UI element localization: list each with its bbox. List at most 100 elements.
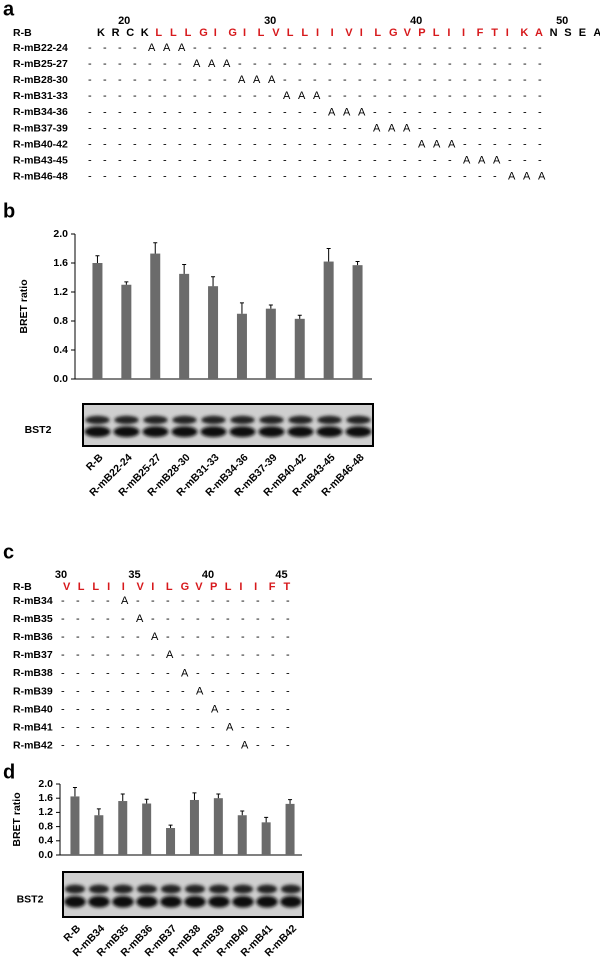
- error-bar: [240, 810, 245, 816]
- row-label: R-mB34-36: [13, 106, 68, 118]
- blot-band: [84, 426, 111, 438]
- mutation-row: ----------------------AAA------: [88, 139, 542, 151]
- blot-band: [230, 415, 255, 425]
- blot-band: [201, 415, 226, 425]
- error-bar: [124, 281, 129, 285]
- mutation-row: ----------------AAA------------: [88, 106, 542, 118]
- mutation-row: ----------AAA------------------: [88, 74, 542, 86]
- blot-band: [208, 884, 230, 894]
- mutation-row: --------A-------: [61, 667, 290, 679]
- blot-band: [112, 895, 134, 908]
- blot-band: [184, 884, 206, 894]
- blot-band: [113, 426, 140, 438]
- blot-label: BST2: [17, 894, 44, 906]
- row-label: R-mB40: [13, 703, 53, 715]
- mutation-row: -------------------------AAA---: [88, 155, 542, 167]
- y-tick-label: 2.0: [53, 228, 68, 240]
- bar: [179, 273, 190, 379]
- sequence-segment: KRCK: [97, 27, 149, 39]
- bar: [265, 308, 276, 379]
- error-bar: [355, 261, 360, 266]
- error-bar: [268, 304, 273, 309]
- bar: [236, 313, 247, 379]
- blot-band: [64, 884, 86, 894]
- mutation-row: ------A---------: [61, 631, 290, 643]
- error-bar: [239, 302, 244, 314]
- mutation-row: -------AAA---------------------: [88, 58, 542, 70]
- blot-band: [160, 895, 182, 908]
- blot-band: [171, 426, 198, 438]
- blot-band: [345, 426, 372, 438]
- blot-band: [232, 884, 254, 894]
- blot-band: [112, 884, 134, 894]
- bar: [166, 828, 176, 855]
- position-number: 30: [55, 569, 67, 581]
- bar: [237, 815, 247, 855]
- position-number: 50: [556, 15, 568, 27]
- error-bar: [144, 798, 149, 804]
- error-bar: [153, 242, 158, 254]
- bar: [352, 265, 363, 379]
- y-tick-label: 2.0: [38, 778, 53, 790]
- y-tick-label: 0.8: [38, 820, 53, 832]
- panel-label: b: [3, 200, 15, 222]
- blot-band: [200, 426, 227, 438]
- error-bar: [211, 276, 216, 287]
- mutation-row: -------------AAA---------------: [88, 90, 542, 102]
- sequence-segment: VLLIIVILGVPLIIFT: [63, 581, 291, 593]
- blot-label: BST2: [25, 424, 52, 436]
- bar: [121, 284, 132, 379]
- blot-band: [232, 895, 254, 908]
- bar: [323, 261, 334, 379]
- reference-sequence: KRCK LLLGIGILVLLIIVILGVPLIIFTIKA NSEA: [97, 27, 600, 39]
- mutation-row: -------A--------: [61, 649, 290, 661]
- position-number: 30: [264, 15, 276, 27]
- blot-band: [317, 415, 342, 425]
- blot-band: [256, 884, 278, 894]
- error-bar: [168, 824, 173, 829]
- blot-band: [316, 426, 343, 438]
- position-number: 35: [128, 569, 140, 581]
- y-axis-label: BRET ratio: [18, 279, 30, 333]
- error-bar: [72, 787, 77, 797]
- bar: [94, 815, 104, 855]
- mutation-row: ----A-----------: [61, 595, 290, 607]
- blot-band: [160, 884, 182, 894]
- error-bar: [297, 314, 302, 319]
- bar: [294, 318, 305, 379]
- bar: [118, 801, 128, 855]
- x-tick-label: R-B: [84, 451, 106, 473]
- blot-band: [229, 426, 256, 438]
- blot-band: [287, 426, 314, 438]
- row-label: R-mB46-48: [13, 171, 68, 183]
- row-label: R-mB36: [13, 631, 53, 643]
- panel-label: a: [3, 0, 15, 20]
- row-label: R-mB38: [13, 667, 53, 679]
- error-bar: [95, 255, 100, 263]
- row-label: R-mB25-27: [13, 58, 68, 70]
- y-tick-label: 1.2: [38, 806, 53, 818]
- bar: [208, 286, 219, 379]
- row-label: R-mB37: [13, 649, 53, 661]
- error-bar: [182, 263, 187, 274]
- blot-band: [172, 415, 197, 425]
- position-number: 45: [275, 569, 287, 581]
- error-bar: [192, 792, 197, 800]
- mutation-row: -----A----------: [61, 613, 290, 625]
- mutation-row: ---------A------: [61, 685, 290, 697]
- mutation-row: -----------A----: [61, 722, 290, 734]
- position-number: 20: [118, 15, 130, 27]
- blot-band: [208, 895, 230, 908]
- row-label: R-mB43-45: [13, 154, 68, 166]
- blot-band: [136, 884, 158, 894]
- blot-band: [256, 895, 278, 908]
- bar: [213, 798, 223, 855]
- blot-band: [64, 895, 86, 908]
- y-tick-label: 0.4: [53, 344, 68, 356]
- bar: [189, 799, 199, 855]
- row-label: R-mB31-33: [13, 90, 68, 102]
- bar: [142, 803, 152, 855]
- blot-band: [142, 426, 169, 438]
- sequence-segment: LLLGIGILVLLIIVILGVPLIIFTIKA: [155, 27, 543, 39]
